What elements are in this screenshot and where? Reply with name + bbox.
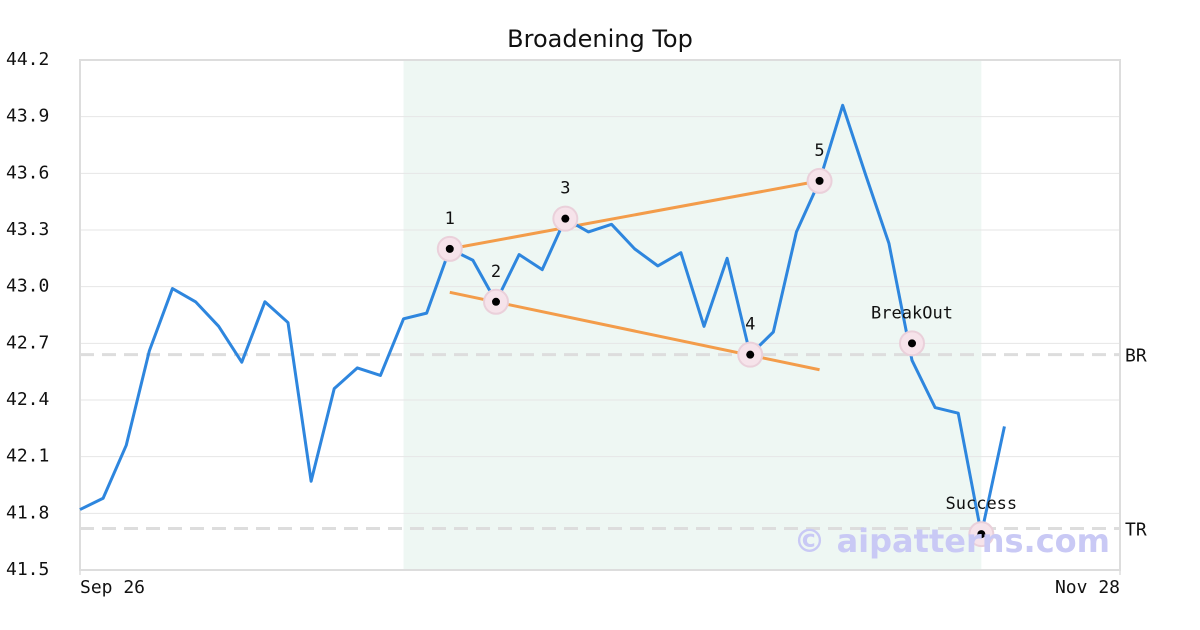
y-tick-label: 43.3 <box>6 219 49 240</box>
marker <box>908 339 916 348</box>
pattern-region <box>403 60 982 570</box>
price-line <box>79 103 1006 536</box>
chart-title: Broadening Top <box>507 25 693 53</box>
marker-label: 4 <box>745 315 755 335</box>
y-tick-label: 41.5 <box>6 559 49 580</box>
marker <box>445 244 454 253</box>
marker <box>561 214 570 223</box>
x-tick-label: Nov 28 <box>1055 577 1120 598</box>
y-tick-label: 42.1 <box>6 446 49 467</box>
y-tick-label: 43.6 <box>6 162 49 183</box>
marker <box>492 297 500 306</box>
trendline <box>449 179 820 251</box>
level-label: TR <box>1125 519 1147 540</box>
marker-label: 2 <box>491 262 501 282</box>
marker-label: BreakOut <box>871 303 953 323</box>
marker <box>815 176 824 185</box>
marker-label: Success <box>946 494 1018 514</box>
x-tick-label: Sep 26 <box>80 577 145 598</box>
marker-label: 3 <box>560 179 570 199</box>
marker-label: 5 <box>814 141 824 161</box>
y-tick-label: 43.0 <box>6 276 49 297</box>
y-tick-label: 42.7 <box>6 332 49 353</box>
y-tick-label: 44.2 <box>6 49 49 70</box>
y-tick-label: 43.9 <box>6 106 49 127</box>
level-label: BR <box>1125 346 1147 367</box>
marker <box>977 530 986 539</box>
plot-frame <box>79 59 1121 571</box>
marker <box>746 350 755 359</box>
watermark: © aipatterns.com <box>793 522 1110 560</box>
y-tick-label: 41.8 <box>6 502 49 523</box>
marker-label: 1 <box>445 209 455 229</box>
y-tick-label: 42.4 <box>6 389 49 410</box>
